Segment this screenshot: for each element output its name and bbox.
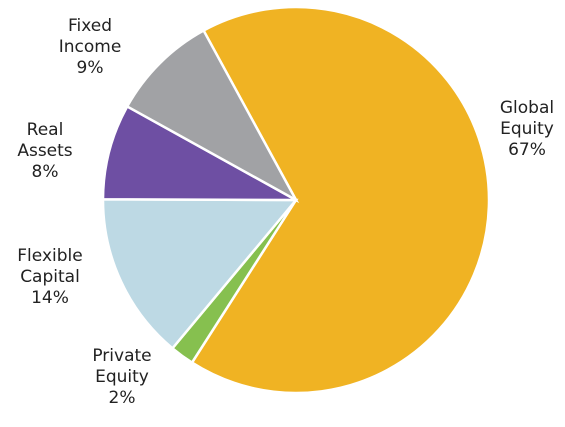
value-label: 2% bbox=[108, 388, 136, 408]
pie-slice bbox=[190, 5, 491, 395]
slice-label: Private Equity 2% bbox=[72, 346, 172, 409]
category-name: Private Equity bbox=[92, 346, 152, 387]
pie-slice bbox=[101, 198, 299, 351]
value-label: 9% bbox=[76, 58, 104, 78]
value-label: 67% bbox=[508, 140, 546, 160]
slice-label: Global Equity 67% bbox=[477, 98, 565, 161]
value-label: 14% bbox=[31, 288, 69, 308]
category-name: Real Assets bbox=[17, 120, 73, 161]
slice-label: Fixed Income 9% bbox=[40, 16, 140, 79]
value-label: 8% bbox=[31, 162, 59, 182]
pie-slice bbox=[101, 104, 297, 202]
category-name: Fixed Income bbox=[58, 16, 122, 57]
slice-label: Flexible Capital 14% bbox=[0, 246, 100, 309]
category-name: Flexible Capital bbox=[17, 246, 83, 287]
category-name: Global Equity bbox=[499, 98, 555, 139]
pie-slice bbox=[125, 28, 300, 204]
slice-label: Real Assets 8% bbox=[0, 120, 95, 183]
